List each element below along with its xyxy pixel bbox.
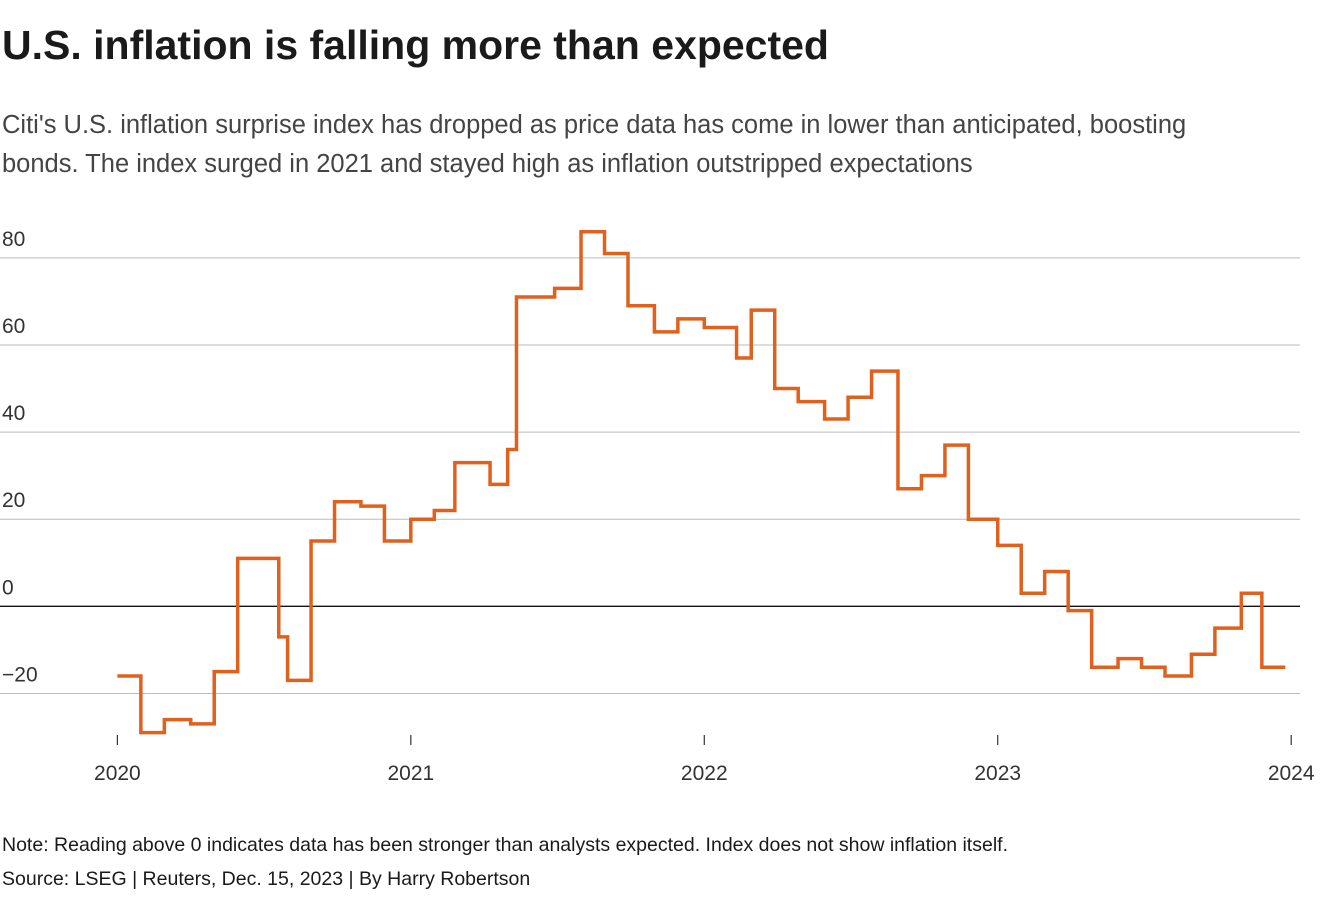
x-tick-label: 2023 [974, 762, 1021, 785]
x-tick-label: 2020 [94, 762, 141, 785]
y-tick-label: 60 [2, 315, 25, 338]
y-tick-label: −20 [2, 663, 38, 686]
y-tick-label: 80 [2, 228, 25, 251]
y-tick-label: 40 [2, 402, 25, 425]
chart-subtitle: Citi's U.S. inflation surprise index has… [2, 111, 1187, 178]
chart: 80 60 40 20 0 −20 2020 2021 2022 2023 2024 [0, 228, 1315, 785]
y-tick-label: 0 [2, 576, 14, 599]
y-tick-label: 20 [2, 489, 25, 512]
x-tick-label: 2024 [1268, 762, 1315, 785]
source: Source: LSEG | Reuters, Dec. 15, 2023 | … [2, 868, 531, 890]
x-tick-label: 2022 [681, 762, 728, 785]
x-tick-label: 2021 [387, 762, 434, 785]
chart-title: U.S. inflation is falling more than expe… [2, 22, 829, 68]
line-series [117, 229, 1286, 735]
note: Note: Reading above 0 indicates data has… [2, 834, 1008, 856]
